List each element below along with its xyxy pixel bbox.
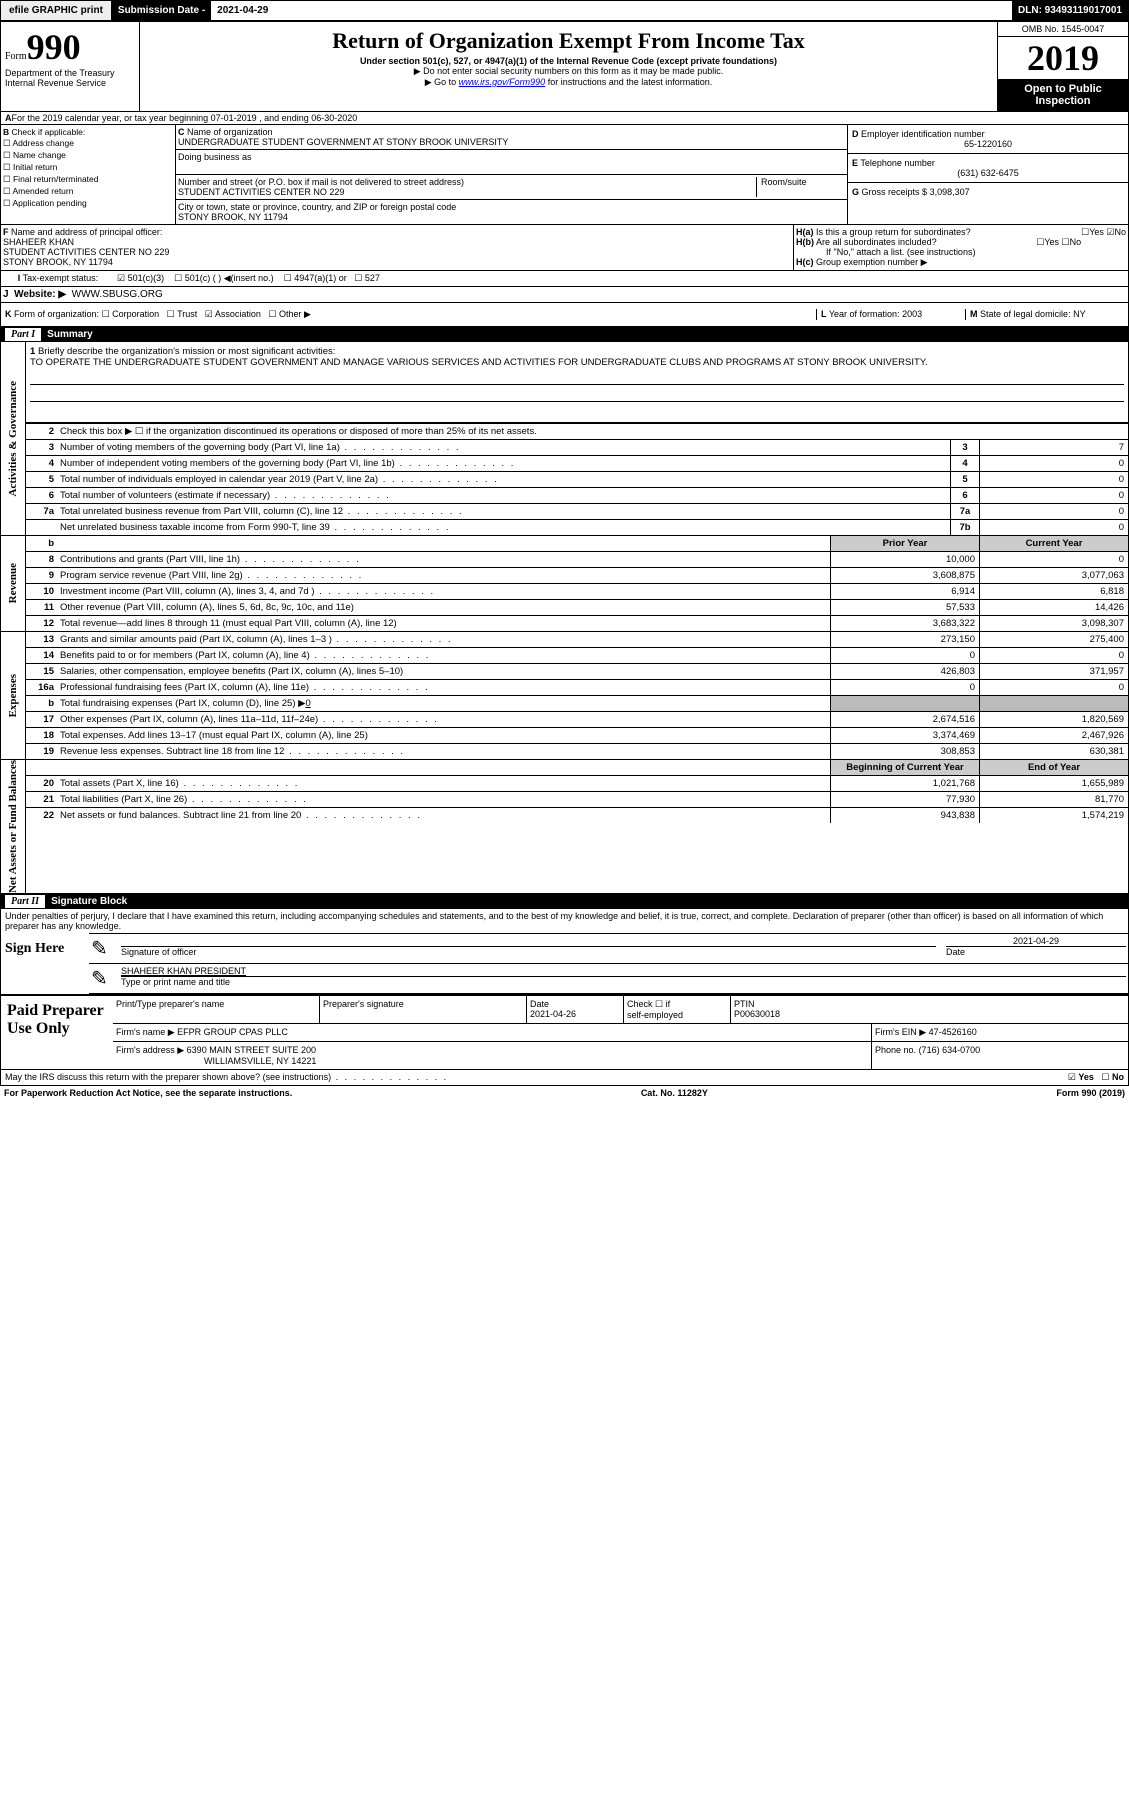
box-d-e-g: D Employer identification number65-12201…: [847, 125, 1128, 224]
phone: (631) 632-6475: [852, 168, 1124, 178]
side-revenue: Revenue: [7, 563, 19, 603]
chk-address[interactable]: ☐ Address change: [3, 138, 173, 149]
room-suite: Room/suite: [756, 177, 845, 197]
tax-year: 2019: [998, 37, 1128, 79]
section-k-l-m: K Form of organization: ☐ Corporation ☐ …: [0, 303, 1129, 327]
gross-receipts: 3,098,307: [930, 187, 970, 197]
website: WWW.SBUSG.ORG: [72, 289, 163, 300]
side-expenses: Expenses: [7, 674, 19, 717]
irs: Internal Revenue Service: [5, 78, 135, 88]
part1-header: Part ISummary: [0, 327, 1129, 342]
v3: 7: [979, 440, 1128, 455]
box-b: B Check if applicable: ☐ Address change …: [1, 125, 176, 224]
omb: OMB No. 1545-0047: [998, 22, 1128, 37]
chk-501c[interactable]: ☐ 501(c) ( ) ◀(insert no.): [174, 273, 274, 283]
subtitle-2: ▶ Do not enter social security numbers o…: [144, 66, 993, 77]
ein: 65-1220160: [852, 139, 1124, 149]
mission: TO OPERATE THE UNDERGRADUATE STUDENT GOV…: [30, 357, 928, 368]
section-i: I Tax-exempt status: ☑ 501(c)(3) ☐ 501(c…: [0, 271, 1129, 287]
revenue-block: Revenue bPrior YearCurrent Year 8Contrib…: [0, 536, 1129, 632]
governance-block: Activities & Governance 1 Briefly descri…: [0, 342, 1129, 536]
form-number: 990: [27, 27, 81, 67]
dept: Department of the Treasury: [5, 68, 135, 78]
chk-amended[interactable]: ☐ Amended return: [3, 186, 173, 197]
paid-preparer: Paid Preparer Use Only Print/Type prepar…: [0, 995, 1129, 1070]
section-j: J Website: ▶ WWW.SBUSG.ORG: [0, 287, 1129, 303]
chk-name[interactable]: ☐ Name change: [3, 150, 173, 161]
subtitle-3: ▶ Go to www.irs.gov/Form990 for instruct…: [144, 77, 993, 88]
form-header: Form990 Department of the Treasury Inter…: [0, 21, 1129, 112]
side-governance: Activities & Governance: [7, 381, 19, 496]
submission-date: 2021-04-29: [211, 1, 274, 20]
officer-sig-name: SHAHEER KHAN PRESIDENT: [121, 966, 246, 976]
sign-here: Sign Here: [1, 933, 89, 994]
line-a: A For the 2019 calendar year, or tax yea…: [0, 112, 1129, 125]
city: STONY BROOK, NY 11794: [178, 212, 288, 222]
form-word: Form: [5, 51, 27, 62]
penalties: Under penalties of perjury, I declare th…: [1, 909, 1128, 933]
chk-501c3[interactable]: ☑ 501(c)(3): [117, 273, 164, 283]
street: STUDENT ACTIVITIES CENTER NO 229: [178, 187, 344, 197]
chk-pending[interactable]: ☐ Application pending: [3, 198, 173, 209]
dln: DLN: 93493119017001: [1012, 1, 1128, 20]
side-netassets: Net Assets or Fund Balances: [7, 760, 19, 893]
form-title: Return of Organization Exempt From Incom…: [144, 28, 993, 54]
netassets-block: Net Assets or Fund Balances Beginning of…: [0, 760, 1129, 894]
ptin: P00630018: [734, 1009, 780, 1019]
org-name: UNDERGRADUATE STUDENT GOVERNMENT AT STON…: [178, 137, 508, 147]
section-b-to-g: B Check if applicable: ☐ Address change …: [0, 125, 1129, 225]
irs-link[interactable]: www.irs.gov/Form990: [459, 77, 546, 87]
chk-initial[interactable]: ☐ Initial return: [3, 162, 173, 173]
efile-print[interactable]: efile GRAPHIC print: [1, 1, 112, 20]
box-c: C Name of organizationUNDERGRADUATE STUD…: [176, 125, 847, 224]
signature-block: Under penalties of perjury, I declare th…: [0, 909, 1129, 995]
chk-527[interactable]: ☐ 527: [354, 273, 380, 283]
topbar: efile GRAPHIC print Submission Date - 20…: [0, 0, 1129, 21]
section-f-h: F Name and address of principal officer:…: [0, 225, 1129, 271]
part2-header: Part IISignature Block: [0, 894, 1129, 909]
paid-label: Paid Preparer Use Only: [1, 996, 113, 1069]
submission-label: Submission Date -: [112, 1, 211, 20]
officer-name: SHAHEER KHAN: [3, 237, 74, 247]
chk-final[interactable]: ☐ Final return/terminated: [3, 174, 173, 185]
footer: For Paperwork Reduction Act Notice, see …: [0, 1086, 1129, 1100]
open-inspection: Open to Public Inspection: [998, 79, 1128, 111]
irs-discuss: May the IRS discuss this return with the…: [0, 1070, 1129, 1086]
subtitle-1: Under section 501(c), 527, or 4947(a)(1)…: [144, 56, 993, 66]
expenses-block: Expenses 13Grants and similar amounts pa…: [0, 632, 1129, 760]
chk-4947[interactable]: ☐ 4947(a)(1) or: [284, 273, 347, 283]
firm-name: EFPR GROUP CPAS PLLC: [177, 1027, 288, 1037]
